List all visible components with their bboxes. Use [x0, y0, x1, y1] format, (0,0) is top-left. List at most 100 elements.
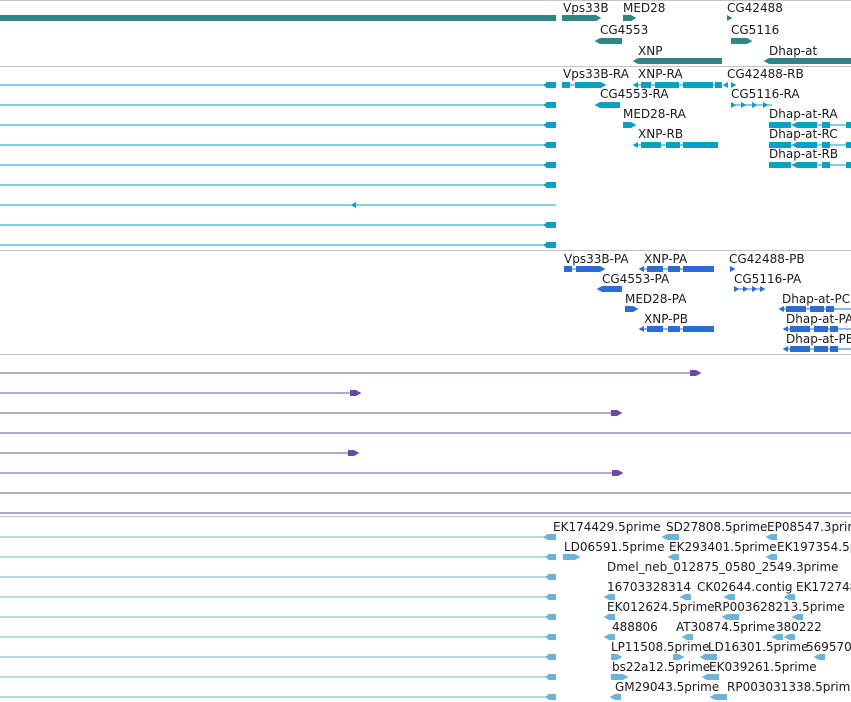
- strand-arrow[interactable]: [638, 326, 644, 332]
- exon-block[interactable]: [546, 142, 556, 148]
- strand-arrow[interactable]: [596, 286, 602, 292]
- strand-arrow[interactable]: [730, 266, 736, 272]
- est-block[interactable]: [548, 654, 556, 660]
- strand-arrow[interactable]: [782, 346, 788, 352]
- strand-arrow[interactable]: [763, 58, 769, 64]
- strand-arrow[interactable]: [354, 450, 360, 456]
- est-block[interactable]: [548, 674, 556, 680]
- gene-marker[interactable]: [727, 15, 733, 21]
- est-block[interactable]: [617, 674, 623, 680]
- exon-block[interactable]: [546, 102, 556, 108]
- est-block[interactable]: [563, 554, 569, 560]
- strand-arrow[interactable]: [747, 38, 753, 44]
- exon-block[interactable]: [647, 266, 663, 272]
- exon-block[interactable]: [575, 82, 601, 88]
- strand-arrow[interactable]: [723, 594, 729, 600]
- strand-arrow[interactable]: [633, 306, 639, 312]
- exon-block[interactable]: [715, 82, 722, 88]
- strand-arrow[interactable]: [771, 634, 777, 640]
- strand-arrow[interactable]: [707, 674, 713, 680]
- strand-arrow[interactable]: [601, 82, 607, 88]
- alignment-block[interactable]: [350, 390, 356, 396]
- exon-block[interactable]: [655, 82, 679, 88]
- exon-block[interactable]: [683, 266, 714, 272]
- strand-arrow[interactable]: [542, 222, 548, 228]
- strand-arrow[interactable]: [783, 634, 789, 640]
- strand-arrow[interactable]: [638, 266, 644, 272]
- strand-arrow[interactable]: [594, 38, 600, 44]
- est-block[interactable]: [685, 594, 691, 600]
- est-block[interactable]: [548, 694, 556, 700]
- strand-arrow[interactable]: [632, 142, 638, 148]
- gene-bar[interactable]: [623, 15, 631, 21]
- exon-block[interactable]: [769, 142, 791, 148]
- strand-arrow[interactable]: [667, 534, 673, 540]
- exon-block[interactable]: [826, 306, 834, 312]
- strand-arrow[interactable]: [782, 326, 788, 332]
- exon-block[interactable]: [790, 326, 810, 332]
- est-block[interactable]: [548, 594, 556, 600]
- strand-arrow[interactable]: [701, 674, 707, 680]
- strand-arrow[interactable]: [791, 122, 797, 128]
- exon-block[interactable]: [576, 266, 600, 272]
- est-block[interactable]: [733, 614, 739, 620]
- strand-arrow[interactable]: [822, 346, 828, 352]
- est-block[interactable]: [548, 634, 556, 640]
- strand-arrow[interactable]: [542, 102, 548, 108]
- exon-block[interactable]: [683, 142, 718, 148]
- strand-arrow[interactable]: [791, 614, 797, 620]
- exon-block[interactable]: [786, 306, 806, 312]
- exon-block[interactable]: [797, 162, 817, 168]
- strand-arrow[interactable]: [760, 286, 766, 292]
- exon-block[interactable]: [846, 162, 851, 168]
- strand-arrow[interactable]: [783, 594, 789, 600]
- strand-arrow[interactable]: [822, 326, 828, 332]
- strand-arrow[interactable]: [544, 654, 550, 660]
- exon-block[interactable]: [797, 122, 817, 128]
- est-block[interactable]: [611, 674, 617, 680]
- strand-arrow[interactable]: [743, 286, 749, 292]
- est-block[interactable]: [673, 554, 679, 560]
- exon-block[interactable]: [546, 122, 556, 128]
- exon-block[interactable]: [666, 142, 680, 148]
- strand-arrow[interactable]: [791, 142, 797, 148]
- strand-arrow[interactable]: [544, 554, 550, 560]
- strand-arrow[interactable]: [542, 142, 548, 148]
- strand-arrow[interactable]: [731, 102, 737, 108]
- est-block[interactable]: [687, 634, 693, 640]
- exon-block[interactable]: [623, 122, 631, 128]
- gene-bar[interactable]: [600, 38, 622, 44]
- alignment-block[interactable]: [612, 470, 618, 476]
- strand-arrow[interactable]: [765, 534, 771, 540]
- strand-arrow[interactable]: [631, 15, 637, 21]
- est-block[interactable]: [548, 614, 556, 620]
- exon-block[interactable]: [546, 242, 556, 248]
- est-block[interactable]: [609, 594, 615, 600]
- est-block[interactable]: [721, 694, 727, 700]
- est-block[interactable]: [711, 654, 717, 660]
- strand-arrow[interactable]: [727, 614, 733, 620]
- exon-block[interactable]: [830, 326, 838, 332]
- strand-arrow[interactable]: [752, 102, 758, 108]
- strand-arrow[interactable]: [542, 122, 548, 128]
- exon-block[interactable]: [647, 326, 663, 332]
- strand-arrow[interactable]: [603, 614, 609, 620]
- strand-arrow[interactable]: [813, 654, 819, 660]
- exon-block[interactable]: [822, 142, 830, 148]
- strand-arrow[interactable]: [542, 82, 548, 88]
- strand-arrow[interactable]: [631, 122, 637, 128]
- exon-block[interactable]: [546, 162, 556, 168]
- strand-arrow[interactable]: [617, 410, 623, 416]
- strand-arrow[interactable]: [542, 242, 548, 248]
- est-block[interactable]: [797, 614, 803, 620]
- exon-block[interactable]: [810, 306, 824, 312]
- exon-block[interactable]: [769, 122, 791, 128]
- strand-arrow[interactable]: [600, 266, 606, 272]
- strand-arrow[interactable]: [679, 654, 685, 660]
- strand-arrow[interactable]: [544, 574, 550, 580]
- strand-arrow[interactable]: [544, 614, 550, 620]
- exon-block[interactable]: [546, 182, 556, 188]
- strand-arrow[interactable]: [681, 634, 687, 640]
- exon-block[interactable]: [769, 162, 791, 168]
- est-block[interactable]: [548, 574, 556, 580]
